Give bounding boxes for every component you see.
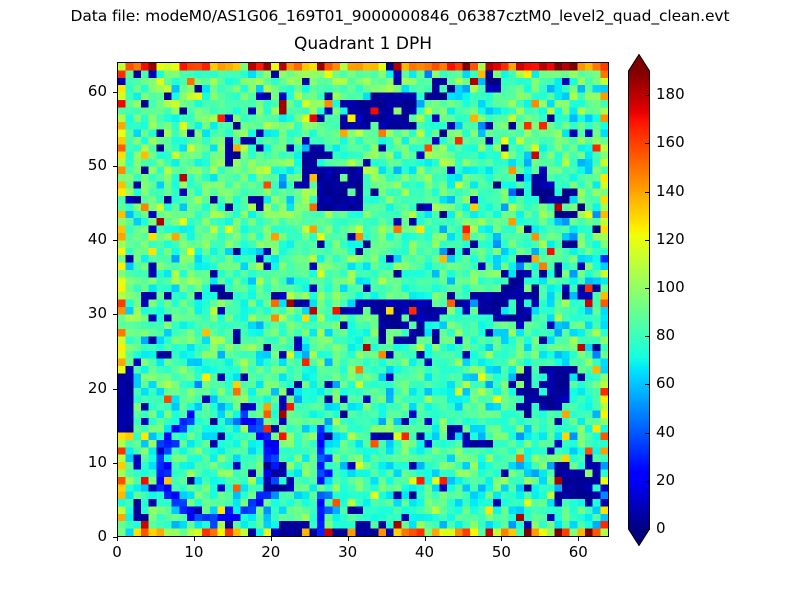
colorbar-tick-mark [645,239,650,241]
y-tick-label: 50 [87,155,107,174]
colorbar-gradient[interactable] [628,54,650,546]
dph-heatmap-image[interactable] [118,63,608,536]
colorbar-tick-label: 120 [656,229,685,248]
x-tick-mark [578,537,580,541]
x-tick-label: 60 [568,543,588,561]
colorbar-tick-label: 140 [656,181,685,200]
x-tick-mark [424,537,426,541]
y-tick-mark [113,388,117,390]
heatmap-axes[interactable] [117,62,609,537]
x-tick-mark [501,537,503,541]
y-tick-label: 20 [87,378,107,397]
colorbar-tick-label: 160 [656,133,685,152]
colorbar-tick-mark [645,336,650,338]
x-tick-label: 50 [491,543,511,561]
plot-title: Quadrant 1 DPH [294,34,432,54]
y-tick-mark [113,240,117,242]
x-tick-label: 0 [112,543,122,561]
x-tick-mark [193,537,195,541]
x-tick-mark [117,537,118,541]
colorbar-tick-mark [645,95,650,97]
colorbar-tick-mark [645,384,650,386]
colorbar-tick-mark [645,287,650,289]
y-tick-label: 40 [87,230,107,249]
y-tick-mark [113,165,117,167]
colorbar-tick-mark [645,143,650,145]
colorbar-tick-mark [645,529,650,530]
y-tick-label: 0 [97,527,107,545]
colorbar-tick-label: 80 [656,326,676,345]
colorbar-tick-label: 0 [656,519,666,537]
y-tick-mark [113,314,117,316]
colorbar-tick-label: 60 [656,374,676,393]
colorbar-tick-label: 20 [656,470,676,489]
data-file-label: Data file: modeM0/AS1G06_169T01_90000008… [70,7,730,25]
x-tick-label: 10 [184,543,204,561]
colorbar-tick-label: 40 [656,422,676,441]
x-tick-mark [270,537,272,541]
y-tick-mark [113,537,117,538]
y-tick-label: 10 [87,452,107,471]
x-tick-mark [347,537,349,541]
colorbar-tick-mark [645,432,650,434]
y-tick-label: 60 [87,81,107,100]
y-tick-label: 30 [87,304,107,323]
x-tick-label: 30 [338,543,358,561]
x-tick-label: 20 [261,543,281,561]
x-tick-label: 40 [414,543,435,561]
colorbar[interactable] [628,54,650,546]
y-tick-mark [113,462,117,464]
y-tick-mark [113,91,117,93]
colorbar-tick-label: 180 [656,85,685,104]
colorbar-tick-mark [645,191,650,193]
colorbar-tick-mark [645,480,650,482]
colorbar-tick-label: 100 [656,277,685,296]
